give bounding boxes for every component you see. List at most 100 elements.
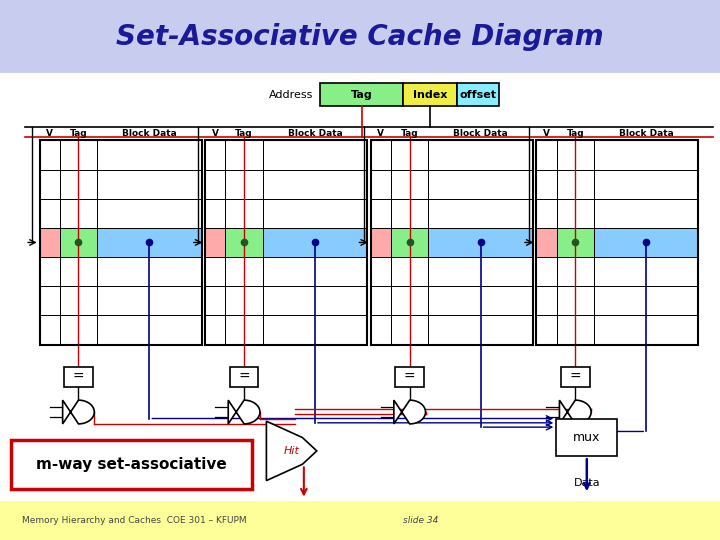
Polygon shape bbox=[228, 400, 260, 424]
Text: Block Data: Block Data bbox=[122, 130, 177, 138]
Bar bbox=[230, 367, 258, 387]
Text: =: = bbox=[238, 370, 250, 384]
Polygon shape bbox=[559, 400, 591, 424]
Bar bbox=[205, 228, 225, 257]
Bar bbox=[371, 140, 533, 345]
Text: Block Data: Block Data bbox=[618, 130, 674, 138]
Bar bbox=[557, 228, 594, 257]
Bar bbox=[536, 286, 557, 315]
Bar bbox=[263, 286, 367, 315]
Bar bbox=[536, 199, 557, 228]
Bar bbox=[225, 199, 263, 228]
Text: Block Data: Block Data bbox=[287, 130, 343, 138]
Bar bbox=[0, 501, 720, 540]
Bar bbox=[40, 199, 60, 228]
Text: Index: Index bbox=[413, 90, 447, 99]
Text: V: V bbox=[46, 130, 53, 138]
Bar bbox=[557, 315, 594, 345]
Bar bbox=[97, 199, 202, 228]
Bar bbox=[428, 257, 533, 286]
Text: Tag: Tag bbox=[567, 130, 584, 138]
Bar bbox=[263, 170, 367, 199]
Text: Tag: Tag bbox=[235, 130, 253, 138]
Bar bbox=[557, 286, 594, 315]
Bar bbox=[391, 140, 428, 170]
Bar bbox=[205, 286, 225, 315]
Bar bbox=[391, 170, 428, 199]
Bar bbox=[594, 315, 698, 345]
Bar bbox=[225, 286, 263, 315]
Bar bbox=[594, 257, 698, 286]
Text: Memory Hierarchy and Caches  COE 301 – KFUPM: Memory Hierarchy and Caches COE 301 – KF… bbox=[22, 516, 246, 525]
Text: mux: mux bbox=[573, 431, 600, 444]
Bar bbox=[97, 228, 202, 257]
Bar bbox=[371, 140, 391, 170]
Bar bbox=[205, 315, 225, 345]
Bar bbox=[0, 0, 720, 73]
Bar bbox=[557, 257, 594, 286]
Text: V: V bbox=[377, 130, 384, 138]
Bar bbox=[391, 199, 428, 228]
Bar bbox=[60, 315, 97, 345]
Bar bbox=[40, 286, 60, 315]
Text: =: = bbox=[570, 370, 581, 384]
Text: Address: Address bbox=[269, 90, 313, 99]
Text: Tag: Tag bbox=[351, 90, 373, 99]
Text: Hit: Hit bbox=[284, 446, 300, 456]
Bar bbox=[40, 170, 60, 199]
Text: Tag: Tag bbox=[70, 130, 87, 138]
Bar bbox=[64, 367, 93, 387]
Bar bbox=[205, 257, 225, 286]
Bar bbox=[40, 257, 60, 286]
Text: Block Data: Block Data bbox=[453, 130, 508, 138]
Bar bbox=[428, 140, 533, 170]
Bar bbox=[428, 286, 533, 315]
Bar bbox=[225, 315, 263, 345]
Bar bbox=[205, 140, 367, 345]
Text: Data: Data bbox=[574, 478, 600, 488]
Bar bbox=[428, 170, 533, 199]
Polygon shape bbox=[394, 400, 426, 424]
Bar bbox=[557, 199, 594, 228]
Text: V: V bbox=[212, 130, 219, 138]
Bar bbox=[40, 140, 202, 345]
Bar bbox=[205, 140, 225, 170]
Text: Set-Associative Cache Diagram: Set-Associative Cache Diagram bbox=[116, 23, 604, 51]
Bar bbox=[557, 140, 594, 170]
Bar bbox=[225, 140, 263, 170]
Bar bbox=[536, 257, 557, 286]
Bar bbox=[60, 140, 97, 170]
Bar bbox=[557, 170, 594, 199]
Bar bbox=[263, 199, 367, 228]
Bar bbox=[536, 170, 557, 199]
Bar bbox=[225, 228, 263, 257]
Bar bbox=[263, 140, 367, 170]
Bar bbox=[320, 83, 403, 106]
Bar bbox=[403, 83, 457, 106]
Bar bbox=[457, 83, 499, 106]
Bar bbox=[371, 257, 391, 286]
Text: offset: offset bbox=[459, 90, 497, 99]
Bar bbox=[263, 257, 367, 286]
Text: V: V bbox=[543, 130, 550, 138]
Bar bbox=[391, 228, 428, 257]
Bar bbox=[205, 199, 225, 228]
Bar bbox=[428, 315, 533, 345]
Text: =: = bbox=[73, 370, 84, 384]
Bar bbox=[428, 228, 533, 257]
Bar bbox=[594, 199, 698, 228]
Bar bbox=[60, 199, 97, 228]
Bar bbox=[40, 140, 60, 170]
Polygon shape bbox=[63, 400, 94, 424]
Bar bbox=[428, 199, 533, 228]
Bar bbox=[371, 315, 391, 345]
Text: Tag: Tag bbox=[401, 130, 418, 138]
Bar bbox=[263, 228, 367, 257]
Bar bbox=[205, 170, 225, 199]
Bar bbox=[395, 367, 424, 387]
Bar bbox=[225, 170, 263, 199]
Bar bbox=[536, 228, 557, 257]
Bar bbox=[391, 286, 428, 315]
Bar bbox=[594, 228, 698, 257]
Bar bbox=[11, 440, 252, 489]
